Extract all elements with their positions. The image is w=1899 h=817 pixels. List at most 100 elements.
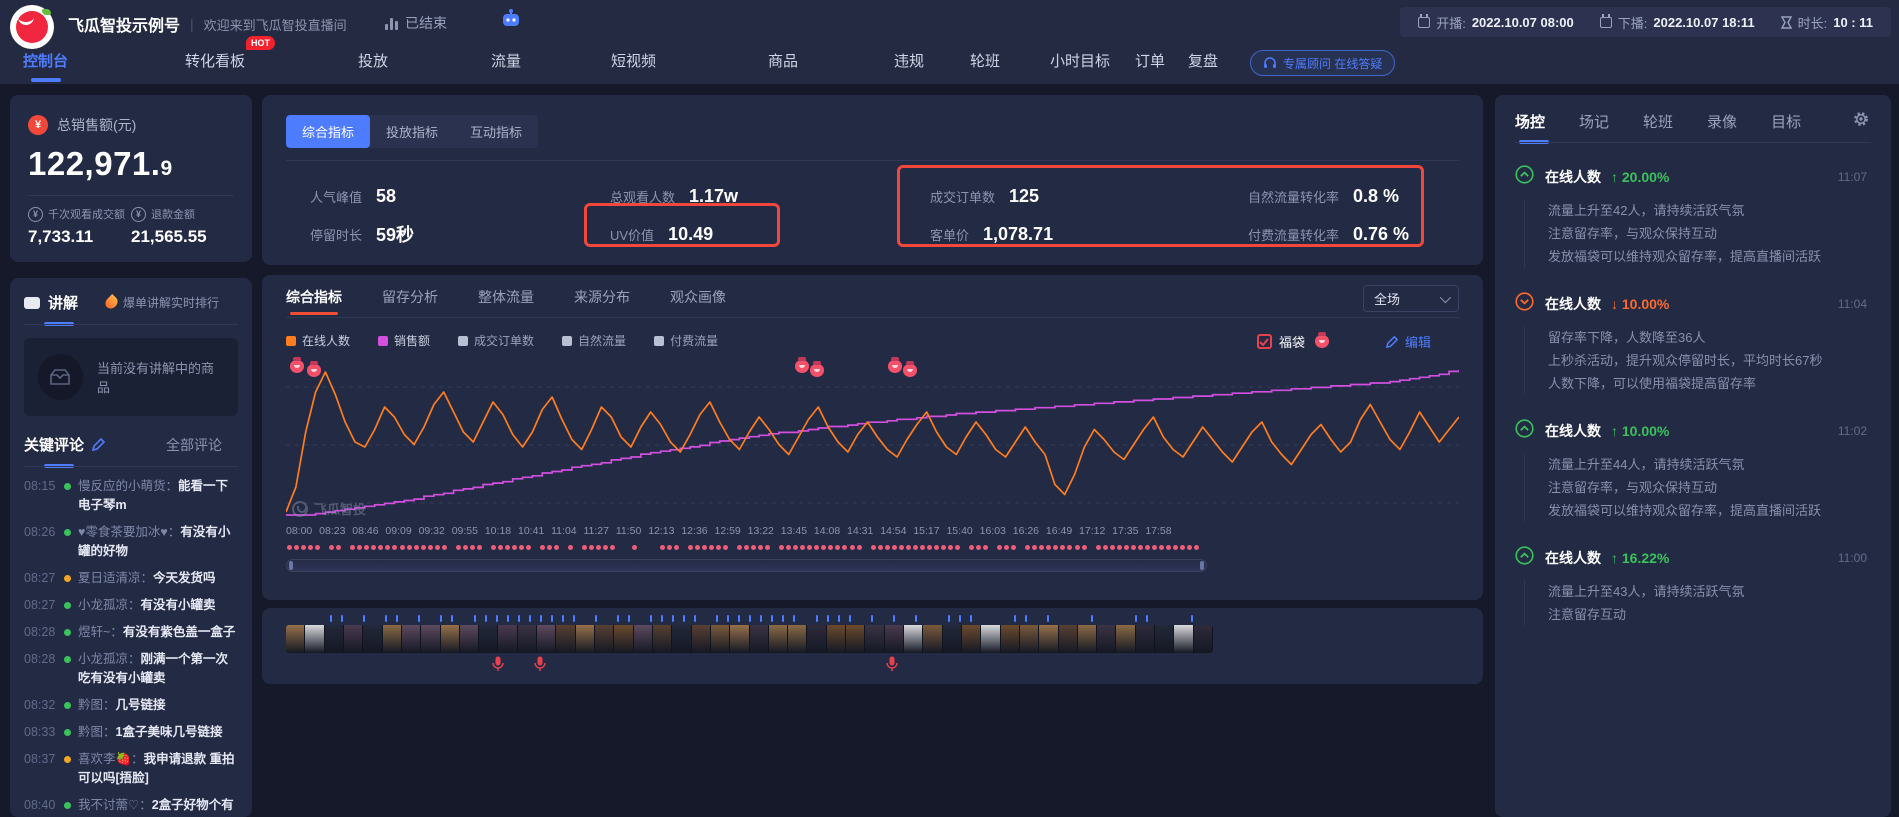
lucky-bag-checkbox[interactable] [1256, 334, 1272, 349]
video-frame-thumb[interactable] [1077, 625, 1098, 653]
nav-item-5[interactable]: 短视频 [611, 50, 656, 71]
video-frame-thumb[interactable] [575, 625, 595, 653]
metrics-tab-2[interactable]: 投放指标 [386, 125, 439, 140]
video-frame-thumb[interactable] [652, 625, 673, 653]
control-tab-4[interactable]: 录像 [1707, 114, 1738, 131]
nav-item-7[interactable]: 违规 [894, 50, 924, 71]
chart-tab-5[interactable]: 观众画像 [670, 289, 726, 305]
nav-item-3[interactable]: 投放 [358, 50, 388, 71]
video-frame-thumb[interactable] [305, 625, 325, 653]
video-frame-thumb[interactable] [595, 625, 615, 653]
video-frame-thumb[interactable] [730, 625, 750, 653]
x-axis-tick: 17:58 [1145, 525, 1172, 537]
nav-item-4[interactable]: 流量 [491, 50, 521, 71]
video-frame-thumb[interactable] [749, 625, 769, 653]
legend-item[interactable]: 在线人数 [286, 332, 350, 349]
range-select-dropdown[interactable]: 全场 [1363, 285, 1459, 312]
video-frame-thumb[interactable] [401, 625, 422, 653]
video-frame-thumb[interactable] [846, 625, 866, 653]
chart-tab-2[interactable]: 留存分析 [382, 289, 438, 305]
chart-tab-4[interactable]: 来源分布 [574, 289, 630, 305]
tab-all-comments[interactable]: 全部评论 [166, 436, 223, 453]
video-frame-thumb[interactable] [343, 625, 364, 653]
nav-item-8[interactable]: 轮班 [970, 50, 1000, 71]
nav-item-2[interactable]: 转化看板 HOT [185, 36, 276, 71]
nav-item-11[interactable]: 复盘 [1188, 50, 1218, 71]
video-frame-thumb[interactable] [768, 625, 789, 653]
video-frame-thumb[interactable] [807, 625, 827, 653]
dot-slot [778, 544, 785, 550]
trend-chart-card: 综合指标 留存分析 整体流量 来源分布 观众画像 全场 在线人数 销售额 成交订单数 自然流量… [262, 275, 1483, 600]
chart-tab-1[interactable]: 综合指标 [286, 287, 342, 317]
video-frame-thumb[interactable] [788, 625, 808, 653]
video-frame-thumb[interactable] [942, 625, 962, 653]
video-frame-thumb[interactable] [421, 625, 441, 653]
video-frame-thumb[interactable] [961, 625, 982, 653]
nav-item-10[interactable]: 订单 [1135, 50, 1165, 71]
legend-item[interactable]: 销售额 [378, 332, 430, 349]
video-frame-thumb[interactable] [1058, 625, 1078, 653]
edit-button[interactable]: 编辑 [1385, 332, 1431, 351]
chart-tab-3[interactable]: 整体流量 [478, 289, 534, 305]
video-frame-thumb[interactable] [537, 625, 557, 653]
video-frame-thumb[interactable] [286, 625, 306, 653]
dot-slot [736, 544, 743, 550]
video-frame-thumb[interactable] [981, 625, 1001, 653]
video-frame-thumb[interactable] [363, 625, 383, 653]
edit-pencil-icon[interactable] [91, 437, 106, 452]
metrics-tab-3[interactable]: 互动指标 [470, 125, 523, 140]
hot-explain-ranking-link[interactable]: 爆单讲解实时排行 [123, 296, 220, 310]
video-frame-thumb[interactable] [517, 625, 538, 653]
metrics-tab-1[interactable]: 综合指标 [286, 115, 371, 148]
nav-item-1[interactable]: 控制台 [23, 50, 68, 82]
video-frame-thumb[interactable] [1116, 625, 1136, 653]
video-frame-thumb[interactable] [556, 625, 576, 653]
video-frame-thumb[interactable] [1135, 625, 1156, 653]
control-tab-2[interactable]: 场记 [1579, 114, 1610, 131]
legend-item[interactable]: 成交订单数 [458, 332, 534, 349]
video-frame-thumb[interactable] [1039, 625, 1059, 653]
video-frame-thumb[interactable] [614, 625, 634, 653]
video-frame-thumb[interactable] [498, 625, 518, 653]
video-frame-thumb[interactable] [633, 625, 653, 653]
legend-item[interactable]: 付费流量 [654, 332, 718, 349]
video-frame-thumb[interactable] [826, 625, 847, 653]
video-frame-thumb[interactable] [904, 625, 924, 653]
tick-slot [661, 614, 672, 622]
control-tab-1[interactable]: 场控 [1515, 114, 1546, 131]
video-frame-thumb[interactable] [1155, 625, 1175, 653]
video-frame-thumb[interactable] [1019, 625, 1040, 653]
video-frame-thumb[interactable] [710, 625, 731, 653]
video-frame-thumb[interactable] [459, 625, 480, 653]
control-tab-5[interactable]: 目标 [1771, 114, 1802, 131]
video-frame-thumb[interactable] [884, 625, 904, 653]
control-tab-3[interactable]: 轮班 [1643, 114, 1674, 131]
tab-key-comments[interactable]: 关键评论 [24, 437, 85, 454]
video-frame-thumb[interactable] [1000, 625, 1020, 653]
video-frame-thumb[interactable] [479, 625, 499, 653]
tab-explain[interactable]: 讲解 [48, 295, 79, 312]
video-frame-thumb[interactable] [440, 625, 460, 653]
lucky-bag-marker [810, 361, 825, 377]
video-frame-thumb[interactable] [865, 625, 885, 653]
zoom-handle-left[interactable] [289, 561, 293, 570]
video-frame-thumb[interactable] [324, 625, 344, 653]
video-frame-strip[interactable] [286, 625, 1213, 653]
lucky-bag-dot [947, 544, 953, 550]
nav-item-9[interactable]: 小时目标 [1050, 50, 1110, 71]
dot-slot [588, 544, 595, 550]
legend-item[interactable]: 自然流量 [562, 332, 626, 349]
video-frame-thumb[interactable] [672, 625, 692, 653]
video-frame-thumb[interactable] [1097, 625, 1117, 653]
zoom-handle-right[interactable] [1199, 561, 1204, 570]
nav-item-6[interactable]: 商品 [768, 50, 798, 71]
video-frame-thumb[interactable] [1193, 625, 1213, 653]
video-frame-thumb[interactable] [382, 625, 402, 653]
gear-icon[interactable] [1853, 111, 1869, 132]
data-zoom-slider[interactable] [286, 559, 1207, 572]
video-frame-thumb[interactable] [923, 625, 943, 653]
assistant-robot-icon[interactable] [500, 8, 522, 33]
video-frame-thumb[interactable] [691, 625, 711, 653]
consult-button[interactable]: 专属顾问 在线答疑 [1250, 50, 1396, 76]
video-frame-thumb[interactable] [1174, 625, 1194, 653]
